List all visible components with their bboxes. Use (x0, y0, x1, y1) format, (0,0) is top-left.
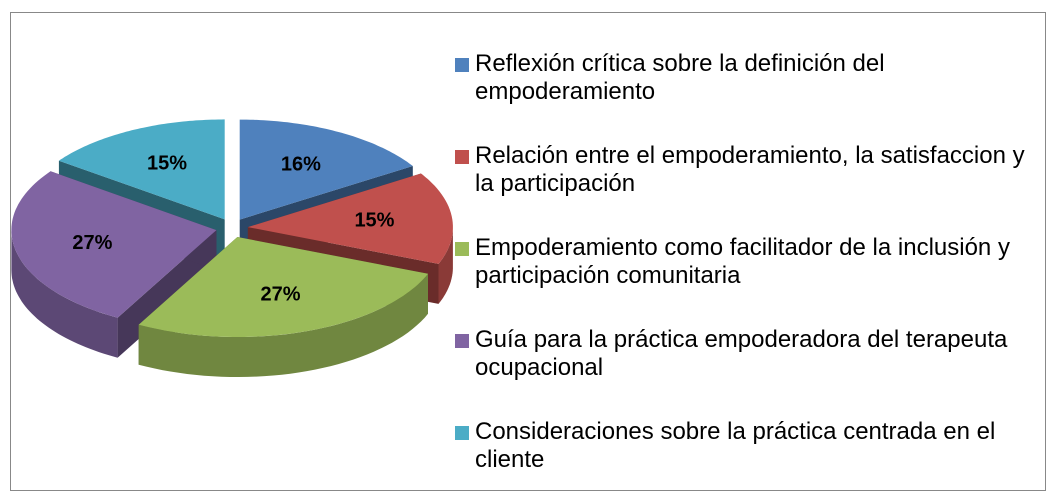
legend-label: Relación entre el empoderamiento, la sat… (475, 142, 1025, 197)
legend-item: Empoderamiento como facilitador de la in… (455, 234, 1045, 290)
legend-label: Guía para la práctica empoderadora del t… (475, 326, 1008, 381)
legend-item: Consideraciones sobre la práctica centra… (455, 418, 1045, 474)
slice-top (239, 119, 413, 220)
pie-slice (138, 237, 428, 377)
data-label: 15% (147, 152, 187, 174)
slice-top (138, 237, 428, 337)
slice-wall (438, 227, 453, 304)
chart-border (10, 12, 1046, 491)
slice-wall (138, 273, 428, 377)
slice-wall (11, 230, 118, 358)
legend-item: Reflexión crítica sobre la definición de… (455, 50, 1045, 106)
legend: Reflexión crítica sobre la definición de… (455, 50, 1045, 474)
data-label: 27% (72, 232, 112, 254)
legend-item: Guía para la práctica empoderadora del t… (455, 326, 1045, 382)
legend-label: Consideraciones sobre la práctica centra… (475, 418, 996, 473)
data-label: 27% (260, 284, 300, 306)
legend-label: Reflexión crítica sobre la definición de… (475, 50, 885, 105)
slice-top (247, 173, 453, 264)
slice-top (58, 119, 225, 220)
legend-swatch (455, 334, 469, 348)
data-label: 16% (281, 154, 321, 176)
legend-swatch (455, 426, 469, 440)
legend-label: Empoderamiento como facilitador de la in… (475, 234, 1010, 289)
legend-swatch (455, 58, 469, 72)
legend-swatch (455, 242, 469, 256)
legend-item: Relación entre el empoderamiento, la sat… (455, 142, 1045, 198)
legend-swatch (455, 150, 469, 164)
data-label: 15% (354, 210, 394, 232)
slice-top (11, 171, 217, 318)
